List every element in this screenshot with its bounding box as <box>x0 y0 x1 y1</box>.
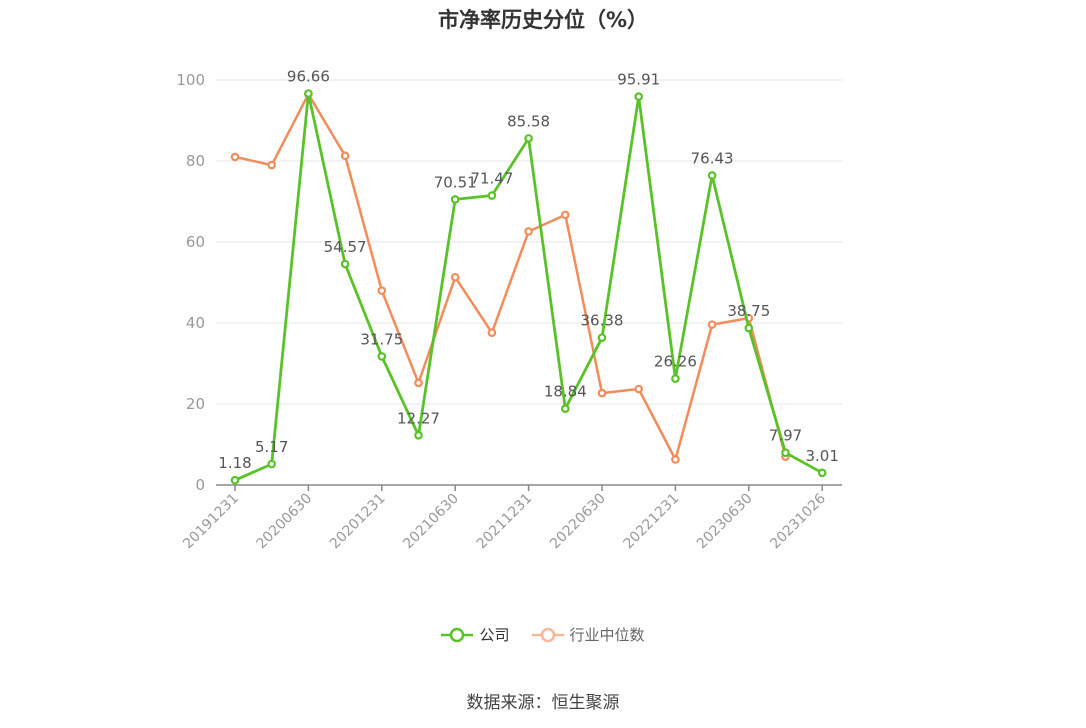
data-point <box>781 448 790 458</box>
data-label: 76.43 <box>691 149 734 167</box>
data-point <box>524 227 533 236</box>
chart-title: 市净率历史分位（%） <box>437 8 649 32</box>
data-label: 54.57 <box>324 238 367 256</box>
data-point <box>414 431 423 440</box>
data-point <box>560 210 570 220</box>
data-label: 71.47 <box>470 170 513 188</box>
data-point <box>340 259 350 269</box>
data-label: 12.27 <box>397 409 440 427</box>
data-label: 95.91 <box>617 71 660 89</box>
data-label: 5.17 <box>255 438 288 456</box>
legend: 公司 行业中位数 <box>0 624 1086 645</box>
data-point <box>304 89 313 98</box>
data-label: 96.66 <box>287 68 330 86</box>
data-label: 7.97 <box>769 427 802 445</box>
data-point <box>487 191 497 200</box>
data-point <box>340 151 350 161</box>
x-tick-label: 20210630 <box>400 491 462 553</box>
data-point <box>377 352 387 361</box>
data-point <box>450 272 460 282</box>
data-point <box>744 323 754 333</box>
x-tick-label: 20221231 <box>621 491 683 553</box>
y-tick-label: 100 <box>176 71 205 89</box>
legend-item-company[interactable]: 公司 <box>441 624 510 645</box>
data-point <box>524 134 533 143</box>
x-tick-label: 20191231 <box>180 491 242 553</box>
data-label: 85.58 <box>507 112 550 130</box>
data-point <box>450 195 460 204</box>
data-point <box>597 333 607 342</box>
data-label: 38.75 <box>727 302 770 320</box>
data-point <box>560 404 570 413</box>
x-tick-label: 20200630 <box>254 491 316 553</box>
data-point <box>597 388 607 398</box>
x-tick-label: 20230630 <box>694 491 756 553</box>
data-point <box>671 374 680 383</box>
series-line <box>234 92 787 461</box>
x-tick-label: 20201231 <box>327 491 389 553</box>
data-label: 26.26 <box>654 353 697 371</box>
legend-item-industry-median[interactable]: 行业中位数 <box>531 624 645 645</box>
series-industry-median <box>230 89 790 464</box>
data-point <box>634 92 644 101</box>
data-point <box>634 384 644 394</box>
series-company <box>230 89 827 485</box>
series-layer <box>230 89 827 485</box>
grid-lines <box>216 79 842 405</box>
data-point <box>267 459 277 469</box>
legend-label-industry-median: 行业中位数 <box>569 626 645 644</box>
x-tick-label: 20220630 <box>547 491 609 553</box>
data-point <box>707 320 717 329</box>
legend-label-company: 公司 <box>479 626 510 644</box>
data-label: 70.51 <box>434 173 477 191</box>
data-point <box>707 171 717 180</box>
y-tick-label: 60 <box>186 233 205 251</box>
data-label: 1.18 <box>218 454 251 472</box>
data-label: 36.38 <box>581 312 624 330</box>
y-tick-label: 40 <box>186 314 205 332</box>
data-point <box>230 152 240 162</box>
y-tick-label: 20 <box>186 395 205 413</box>
data-label: 18.84 <box>544 383 587 401</box>
source-note: 数据来源：恒生聚源 <box>466 693 620 713</box>
data-point <box>671 455 680 464</box>
data-point <box>414 378 423 388</box>
data-label: 3.01 <box>805 447 838 465</box>
data-point <box>487 328 497 338</box>
series-line <box>234 92 823 482</box>
data-point <box>817 468 827 478</box>
data-point <box>230 475 240 485</box>
data-point <box>377 286 387 295</box>
x-tick-label: 20211231 <box>474 491 536 553</box>
data-point <box>267 160 277 170</box>
legend-line-circle-icon <box>441 627 474 642</box>
data-label: 31.75 <box>360 330 403 348</box>
x-tick-label: 20231026 <box>767 490 829 552</box>
legend-line-circle-icon <box>531 627 564 642</box>
y-tick-label: 0 <box>195 476 205 494</box>
y-tick-label: 80 <box>186 152 205 170</box>
